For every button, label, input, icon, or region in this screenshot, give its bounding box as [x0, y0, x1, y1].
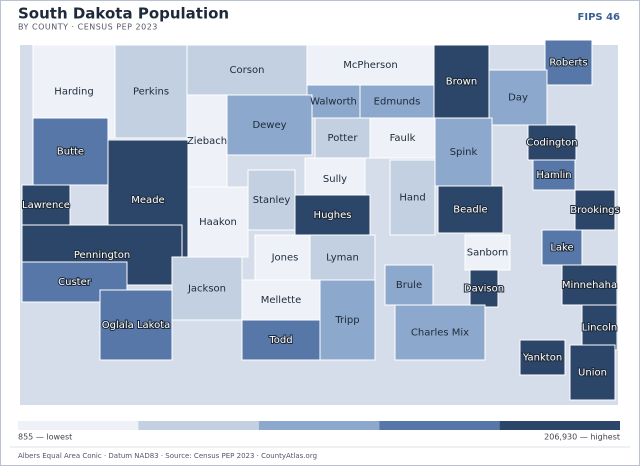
county-label: Lyman [326, 253, 359, 264]
legend-low: 855 — lowest [18, 433, 72, 442]
county-label: Haakon [199, 217, 237, 228]
footer: Albers Equal Area Conic · Datum NAD83 · … [18, 452, 317, 460]
county [187, 186, 249, 258]
county [569, 344, 616, 401]
county [226, 94, 313, 156]
county-label: Hand [399, 193, 425, 204]
county [434, 117, 493, 187]
county [309, 234, 376, 281]
county-label: Yankton [522, 353, 562, 364]
county [369, 117, 436, 159]
county-label: Mellette [261, 295, 301, 306]
county [304, 157, 366, 201]
county-label: Corson [230, 65, 265, 76]
county-label: Ziebach [187, 136, 227, 147]
county [541, 229, 583, 266]
county [574, 189, 616, 231]
county [21, 184, 71, 226]
county [114, 44, 188, 139]
county [561, 264, 618, 306]
county-label: Union [578, 368, 607, 379]
county-label: Lincoln [582, 323, 617, 334]
county-label: Pennington [74, 250, 130, 261]
county [359, 84, 435, 119]
county-label: Walworth [310, 97, 357, 108]
county-label: Lawrence [22, 200, 70, 211]
county [32, 117, 109, 186]
county-label: Jones [271, 253, 299, 264]
county [394, 304, 486, 361]
county-label: Minnehaha [562, 280, 617, 291]
county-map: Harding Perkins Corson McPherson Brown Robert… [20, 39, 621, 405]
county-label: Jackson [187, 284, 226, 295]
county-label: Brookings [570, 205, 619, 216]
legend-swatch [138, 421, 259, 430]
county [241, 279, 321, 321]
legend-swatch [18, 421, 139, 430]
legend-high: 206,930 — highest [544, 433, 620, 442]
legend-swatch [379, 421, 500, 430]
legend-swatch [499, 421, 620, 430]
county-label: Edmunds [374, 97, 421, 108]
legend-swatch [258, 421, 380, 430]
county-label: Day [508, 93, 528, 104]
county-label: Lake [550, 243, 573, 254]
county-label: Spink [450, 147, 478, 158]
county-label: Stanley [253, 195, 291, 206]
county [389, 159, 436, 236]
county-label: Meade [131, 195, 164, 206]
county-label: Sanborn [467, 248, 509, 259]
subtitle: BY COUNTY · CENSUS PEP 2023 [18, 23, 158, 32]
county [581, 304, 618, 351]
county [99, 289, 173, 361]
county-label: Davison [464, 284, 504, 295]
county [314, 117, 371, 159]
county-label: Perkins [133, 87, 169, 98]
county-label: McPherson [343, 60, 397, 71]
badge: FIPS 46 [578, 12, 621, 23]
county-label: Todd [268, 335, 292, 346]
county-label: Codington [526, 138, 577, 149]
county [294, 194, 371, 236]
county-label: Oglala Lakota [102, 320, 171, 331]
county-label: Hughes [314, 210, 352, 221]
county [532, 159, 576, 191]
county [519, 339, 566, 376]
county [247, 169, 296, 231]
county [544, 39, 593, 86]
county [464, 234, 511, 271]
county-label: Butte [57, 147, 84, 158]
county-label: Tripp [334, 315, 359, 326]
county-label: Brule [396, 280, 422, 291]
county [319, 279, 376, 361]
county-label: Charles Mix [411, 328, 469, 339]
county-label: Dewey [252, 120, 286, 131]
county [254, 234, 316, 281]
county-label: Potter [328, 133, 359, 144]
county-label: Beadle [453, 205, 487, 216]
county-label: Brown [446, 77, 477, 88]
county [384, 264, 434, 306]
county [527, 124, 577, 161]
county-label: Faulk [390, 133, 416, 144]
county [488, 69, 548, 126]
county [437, 185, 504, 234]
county-label: Custer [58, 277, 92, 288]
county [241, 319, 321, 361]
county-label: Harding [54, 87, 93, 98]
legend [18, 421, 620, 430]
county-label: Roberts [549, 58, 587, 69]
county-label: Sully [323, 174, 347, 185]
county-label: Hamlin [536, 170, 571, 181]
title: South Dakota Population [18, 5, 229, 23]
